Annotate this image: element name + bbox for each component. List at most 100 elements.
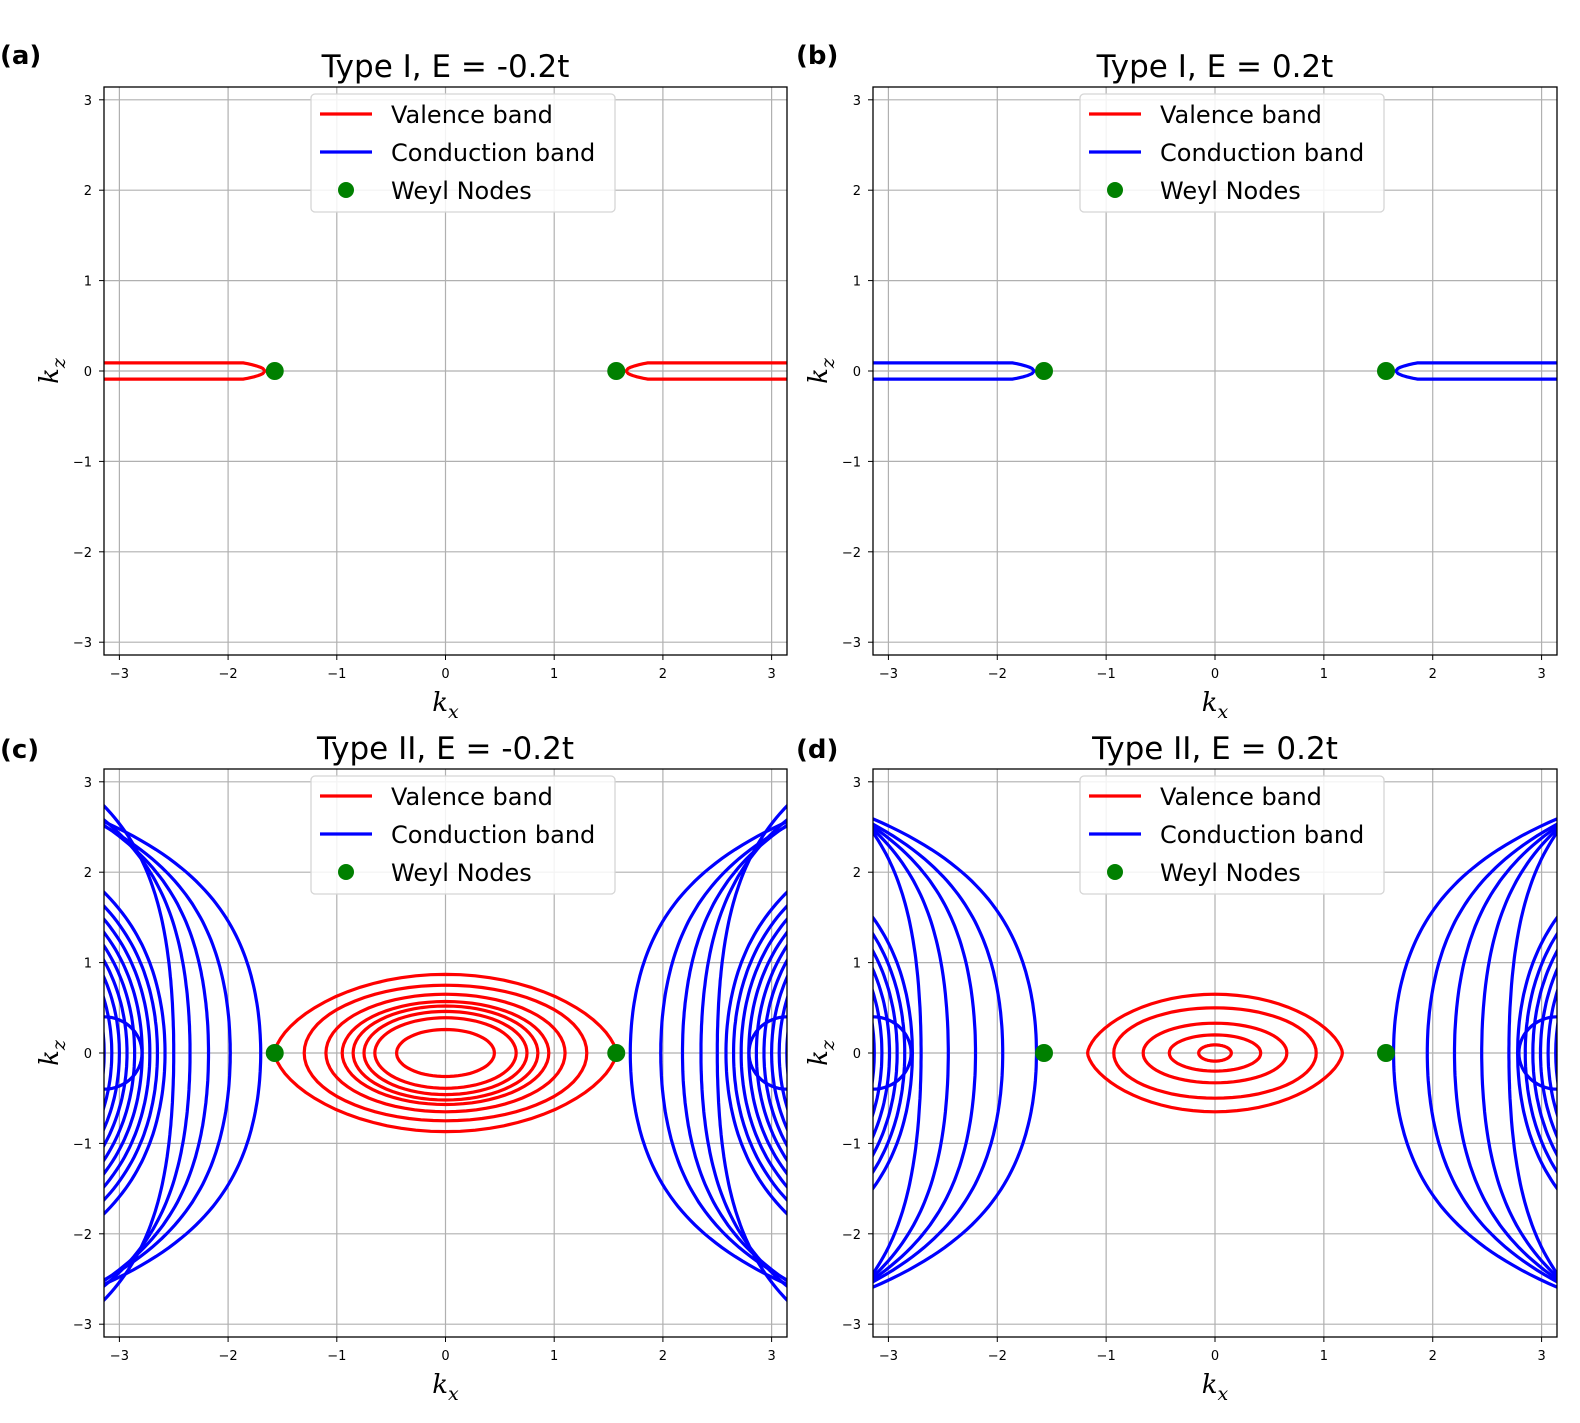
y-tick-label: −2 xyxy=(842,546,861,561)
x-tick-label: 2 xyxy=(1429,1349,1437,1364)
y-tick-label: −1 xyxy=(842,1137,861,1152)
conduction-pocket-left xyxy=(104,1015,144,1091)
x-tick-label: −2 xyxy=(988,667,1007,682)
legend-box xyxy=(1079,93,1385,213)
legend-entry: Valence band xyxy=(391,783,553,811)
y-tick-label: 3 xyxy=(84,776,92,791)
valence-contour xyxy=(362,1009,529,1097)
x-axis-label-subscript: x xyxy=(1218,1383,1229,1405)
conduction-contour-right xyxy=(1480,827,1557,1279)
x-tick-label: 2 xyxy=(659,667,667,682)
legend-entry: Valence band xyxy=(391,101,553,129)
x-tick-label: −1 xyxy=(327,1349,346,1364)
y-tick-label: 3 xyxy=(853,94,861,109)
x-tick-label: 0 xyxy=(1211,667,1219,682)
x-tick-label: −3 xyxy=(110,1349,129,1364)
conduction-contour-right xyxy=(777,993,787,1113)
panel-d: (d) Type II, E = 0.2t −3 −3 −2 −2 −1 −1 0 0 1 1 2 2 3 3… xyxy=(796,731,1558,1405)
panel-letter: (b) xyxy=(796,41,838,71)
y-tick-label: 3 xyxy=(84,94,92,109)
chart-title: Type II, E = 0.2t xyxy=(1091,731,1338,767)
weyl-node-marker xyxy=(607,362,626,380)
x-axis-label: kx xyxy=(432,688,459,723)
y-axis-label-subscript: z xyxy=(48,357,70,369)
conduction-pocket-right xyxy=(1517,1015,1557,1091)
valence-contour xyxy=(373,1016,518,1090)
conduction-contour-left xyxy=(873,827,950,1279)
x-tick-label: 1 xyxy=(1320,667,1328,682)
conduction-contour-right xyxy=(1546,987,1557,1119)
axes-frame xyxy=(103,768,788,1338)
axes-frame xyxy=(872,86,1558,656)
valence-contour xyxy=(1141,1021,1289,1085)
conduction-contour-left xyxy=(104,890,167,1216)
conduction-contour-right xyxy=(1531,947,1557,1159)
conduction-contour-right xyxy=(1452,824,1557,1282)
conduction-contour-left xyxy=(873,822,1005,1284)
conduction-contour-left xyxy=(873,987,884,1119)
conduction-contour-left xyxy=(873,361,1037,381)
y-axis-label-subscript: z xyxy=(817,1039,839,1051)
conduction-contour-left xyxy=(104,823,211,1283)
legend-entry: Valence band xyxy=(1160,101,1322,129)
y-tick-label: −2 xyxy=(73,546,92,561)
conduction-contour-right xyxy=(739,916,787,1190)
legend-entry: Conduction band xyxy=(391,821,595,849)
valence-contour-left xyxy=(104,361,268,381)
weyl-node-marker xyxy=(1377,1044,1396,1062)
legend-swatch-weyl-nodes xyxy=(338,864,354,880)
x-tick-label: 3 xyxy=(767,1349,775,1364)
legend: Valence band Conduction band Weyl Nodes xyxy=(1079,93,1385,213)
y-tick-label: 1 xyxy=(84,275,92,290)
y-axis-label-subscript: z xyxy=(48,1039,70,1051)
y-tick-label: 1 xyxy=(853,957,861,972)
x-tick-label: −2 xyxy=(219,1349,238,1364)
conduction-contour-left xyxy=(104,819,263,1287)
legend-box xyxy=(310,93,616,213)
conduction-contour-right xyxy=(762,957,787,1149)
legend-swatch-weyl-nodes xyxy=(1107,864,1123,880)
legend-entry: Weyl Nodes xyxy=(1160,177,1301,205)
y-tick-label: 1 xyxy=(84,957,92,972)
weyl-node-marker xyxy=(1034,1044,1053,1062)
conduction-contour-right xyxy=(769,973,787,1133)
legend-entry: Conduction band xyxy=(1160,139,1364,167)
x-tick-label: −1 xyxy=(1097,1349,1116,1364)
x-tick-label: −1 xyxy=(327,667,346,682)
conduction-contour-right xyxy=(659,824,787,1282)
y-tick-label: 2 xyxy=(853,184,861,199)
x-axis-label: kx xyxy=(432,1370,459,1405)
conduction-contour-left xyxy=(104,903,159,1203)
legend-entry: Weyl Nodes xyxy=(391,177,532,205)
panel-letter: (a) xyxy=(0,41,41,71)
legend: Valence band Conduction band Weyl Nodes xyxy=(310,93,616,213)
valence-contour xyxy=(1112,1006,1318,1100)
y-tick-label: 2 xyxy=(853,866,861,881)
panel-a: (a) Type I, E = -0.2t −3 −3 −2 −2 −1 −1 0 0 1 1 2 2 3 3… xyxy=(0,41,788,723)
conduction-contour-left xyxy=(873,931,907,1175)
chart-title: Type I, E = -0.2t xyxy=(321,49,570,85)
conduction-contour-left xyxy=(104,824,232,1282)
x-tick-label: 1 xyxy=(550,667,558,682)
y-tick-label: −1 xyxy=(73,455,92,470)
conduction-pocket-left xyxy=(873,1015,913,1091)
conduction-contour-right xyxy=(754,943,787,1163)
conduction-contour-right xyxy=(732,903,787,1203)
x-axis-label-subscript: x xyxy=(448,1383,459,1405)
conduction-contour-left xyxy=(873,1018,876,1088)
x-tick-label: 0 xyxy=(441,667,449,682)
conduction-contour-right xyxy=(628,819,787,1287)
x-tick-label: 1 xyxy=(1320,1349,1328,1364)
weyl-node-marker xyxy=(1377,362,1396,380)
valence-contour xyxy=(340,999,551,1107)
axes-frame xyxy=(103,86,788,656)
conduction-contour-right xyxy=(680,823,787,1283)
x-axis-label-subscript: x xyxy=(448,701,459,723)
conduction-contour-left xyxy=(104,993,114,1113)
legend: Valence band Conduction band Weyl Nodes xyxy=(1079,775,1385,895)
conduction-contour-right xyxy=(1507,829,1557,1277)
y-tick-label: 0 xyxy=(84,1047,92,1062)
conduction-pocket-right xyxy=(747,1015,787,1091)
weyl-node-marker xyxy=(265,1044,284,1062)
